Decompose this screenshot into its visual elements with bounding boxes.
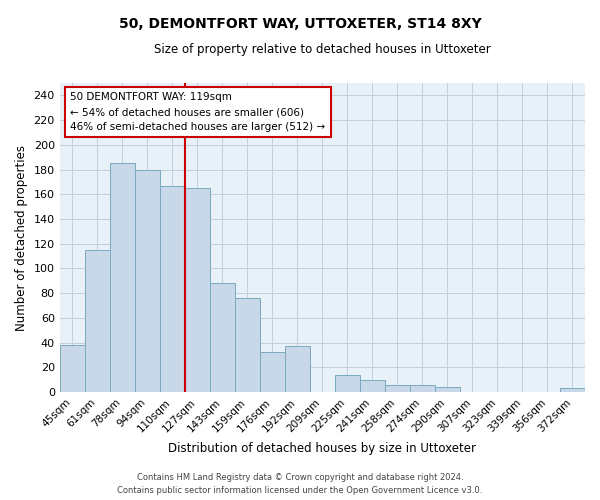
Bar	[110, 164, 135, 392]
Bar	[210, 283, 235, 392]
Text: 50 DEMONTFORT WAY: 119sqm
← 54% of detached houses are smaller (606)
46% of semi: 50 DEMONTFORT WAY: 119sqm ← 54% of detac…	[70, 92, 325, 132]
Bar	[235, 298, 260, 392]
Bar	[335, 374, 360, 392]
Text: 50, DEMONTFORT WAY, UTTOXETER, ST14 8XY: 50, DEMONTFORT WAY, UTTOXETER, ST14 8XY	[119, 18, 481, 32]
Bar	[360, 380, 385, 392]
Bar	[435, 387, 460, 392]
Bar	[59, 345, 85, 392]
Text: Contains HM Land Registry data © Crown copyright and database right 2024.
Contai: Contains HM Land Registry data © Crown c…	[118, 474, 482, 495]
Y-axis label: Number of detached properties: Number of detached properties	[15, 144, 28, 330]
Bar	[410, 384, 435, 392]
Bar	[160, 186, 185, 392]
Bar	[560, 388, 585, 392]
Bar	[85, 250, 110, 392]
Bar	[135, 170, 160, 392]
Title: Size of property relative to detached houses in Uttoxeter: Size of property relative to detached ho…	[154, 42, 491, 56]
Bar	[260, 352, 285, 392]
Bar	[185, 188, 210, 392]
Bar	[385, 384, 410, 392]
X-axis label: Distribution of detached houses by size in Uttoxeter: Distribution of detached houses by size …	[169, 442, 476, 455]
Bar	[285, 346, 310, 392]
